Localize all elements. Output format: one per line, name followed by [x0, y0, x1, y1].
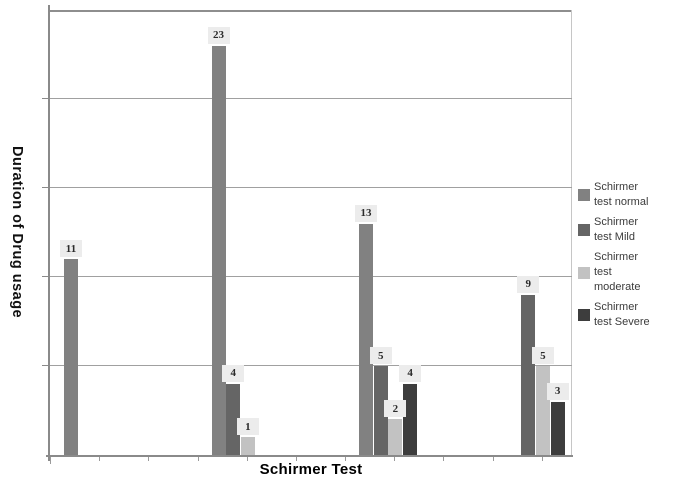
x-axis-tick — [295, 457, 297, 461]
x-axis-tick — [148, 457, 150, 461]
x-axis-tick — [394, 457, 396, 461]
bar-schirmer-test-moderate-group4 — [535, 366, 550, 455]
x-axis-tick — [443, 457, 445, 461]
plot-right-border — [571, 10, 572, 455]
bar-schirmer-test-severe-group4 — [550, 401, 565, 455]
legend-label: Schirmer test Severe — [594, 300, 650, 330]
x-axis-tick — [345, 457, 346, 461]
bar-value-label: 11 — [60, 240, 82, 258]
x-axis-tick — [50, 457, 51, 464]
x-axis-line — [46, 455, 573, 457]
x-axis-tick — [246, 457, 248, 461]
x-axis-tick — [541, 457, 543, 461]
bar-schirmer-test-normal-group3 — [359, 223, 373, 455]
legend-entry-schirmer-test-normal: Schirmer test normal — [578, 180, 678, 210]
legend-entry-schirmer-test-mild: Schirmer test Mild — [578, 215, 678, 245]
x-axis-title: Schirmer Test — [259, 461, 363, 478]
legend-label: Schirmer test Mild — [594, 215, 638, 245]
bar-value-label: 5 — [531, 347, 554, 364]
y-axis-line — [48, 5, 50, 461]
bar-schirmer-test-mild-group4 — [521, 294, 536, 455]
legend-swatch — [578, 309, 590, 321]
bar-schirmer-test-moderate-group2 — [240, 437, 255, 455]
legend-swatch — [578, 266, 590, 279]
legend: Schirmer test normal Schirmer test Mild Schi… — [578, 180, 678, 330]
bar-value-label: 2 — [384, 400, 407, 418]
gridline-y-15 — [50, 187, 572, 188]
legend-label-line: Schirmer — [594, 301, 639, 313]
bar-schirmer-test-mild-group2 — [226, 383, 241, 455]
bar-value-label: 9 — [517, 275, 540, 293]
x-axis-tick — [197, 457, 199, 461]
legend-swatch — [578, 189, 590, 201]
y-axis-tick — [42, 98, 50, 99]
x-axis-tick — [99, 457, 101, 461]
bar-schirmer-test-mild-group3 — [373, 366, 388, 455]
bar-value-label: 3 — [546, 382, 569, 400]
bar-value-label: 4 — [399, 364, 422, 382]
bar-schirmer-test-normal-group1 — [64, 259, 78, 455]
legend-label: Schirmer test normal — [594, 180, 648, 210]
gridline-y-10 — [50, 276, 572, 277]
legend-label-line: test normal — [594, 196, 649, 208]
y-axis-title-text: Duration of Drug usage — [9, 146, 25, 319]
y-axis-tick — [42, 276, 50, 277]
x-axis-tick — [492, 457, 494, 461]
y-axis-tick — [42, 365, 50, 366]
bar-schirmer-test-severe-group3 — [403, 383, 418, 455]
bar-schirmer-test-normal-group2 — [211, 45, 226, 455]
legend-label: Schirmer test moderate — [594, 250, 640, 295]
bar-value-label: 1 — [236, 418, 259, 436]
legend-swatch — [578, 224, 590, 236]
legend-label-line: Schirmer — [594, 181, 639, 193]
plot-top-border — [50, 10, 572, 12]
y-axis-tick — [42, 187, 50, 188]
legend-label-line: Schirmer — [594, 216, 639, 228]
legend-label-line: test — [594, 266, 612, 278]
gridline-y-5 — [50, 365, 572, 366]
bar-value-label: 5 — [369, 347, 392, 364]
legend-label-line: test Mild — [594, 231, 635, 243]
legend-entry-schirmer-test-moderate: Schirmer test moderate — [578, 250, 678, 295]
plot-area: 11 23 13 4 5 9 1 2 5 4 3 — [42, 10, 572, 464]
bar-value-label: 4 — [222, 364, 245, 382]
bar-schirmer-test-moderate-group3 — [388, 419, 403, 455]
legend-label-line: moderate — [594, 281, 641, 293]
bar-value-label: 23 — [207, 26, 230, 44]
bar-value-label: 13 — [355, 204, 377, 222]
gridline-y-20 — [50, 98, 572, 99]
legend-label-line: Schirmer — [594, 251, 639, 263]
y-axis-title: Duration of Drug usage — [4, 10, 30, 455]
legend-entry-schirmer-test-severe: Schirmer test Severe — [578, 300, 678, 330]
legend-label-line: test Severe — [594, 316, 650, 328]
